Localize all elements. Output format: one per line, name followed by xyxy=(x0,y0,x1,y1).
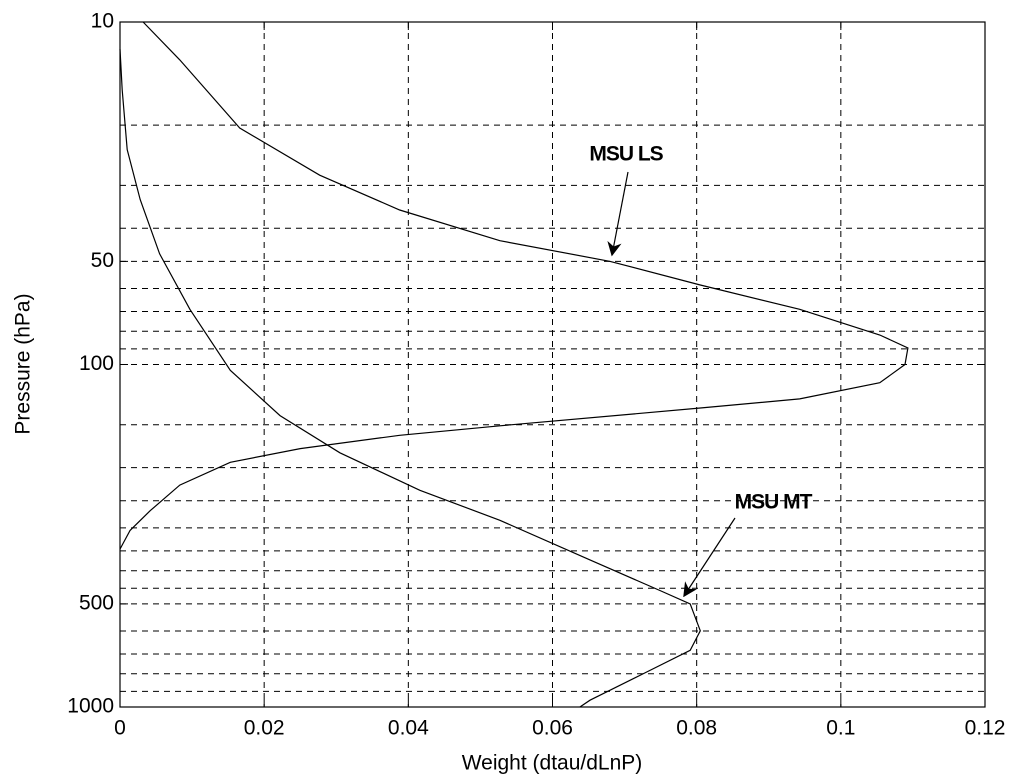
annotation: MSU MT xyxy=(735,491,813,514)
annotation: MSU LS xyxy=(589,143,663,166)
y-tick-label: 500 xyxy=(79,591,114,614)
x-tick-label: 0.06 xyxy=(532,717,573,740)
annotation-arrow xyxy=(683,517,736,598)
annotation-arrow xyxy=(607,171,629,257)
y-tick-label: 1000 xyxy=(67,695,114,718)
x-tick-label: 0.04 xyxy=(388,717,429,740)
x-tick-label: 0.02 xyxy=(244,717,285,740)
plot-frame xyxy=(119,21,986,708)
x-tick-label: 0.1 xyxy=(826,717,855,740)
y-tick-label: 50 xyxy=(91,249,114,272)
x-tick-label: 0.12 xyxy=(965,717,1006,740)
y-axis-label: Pressure (hPa) xyxy=(12,293,35,434)
profile-line xyxy=(119,49,701,708)
y-tick-label: 10 xyxy=(91,10,114,33)
x-tick-label: 0 xyxy=(114,717,126,740)
x-tick-label: 0.08 xyxy=(676,717,717,740)
y-tick-label: 100 xyxy=(79,352,114,375)
profile-line xyxy=(119,21,909,550)
x-axis-label: Weight (dtau/dLnP) xyxy=(462,752,643,775)
